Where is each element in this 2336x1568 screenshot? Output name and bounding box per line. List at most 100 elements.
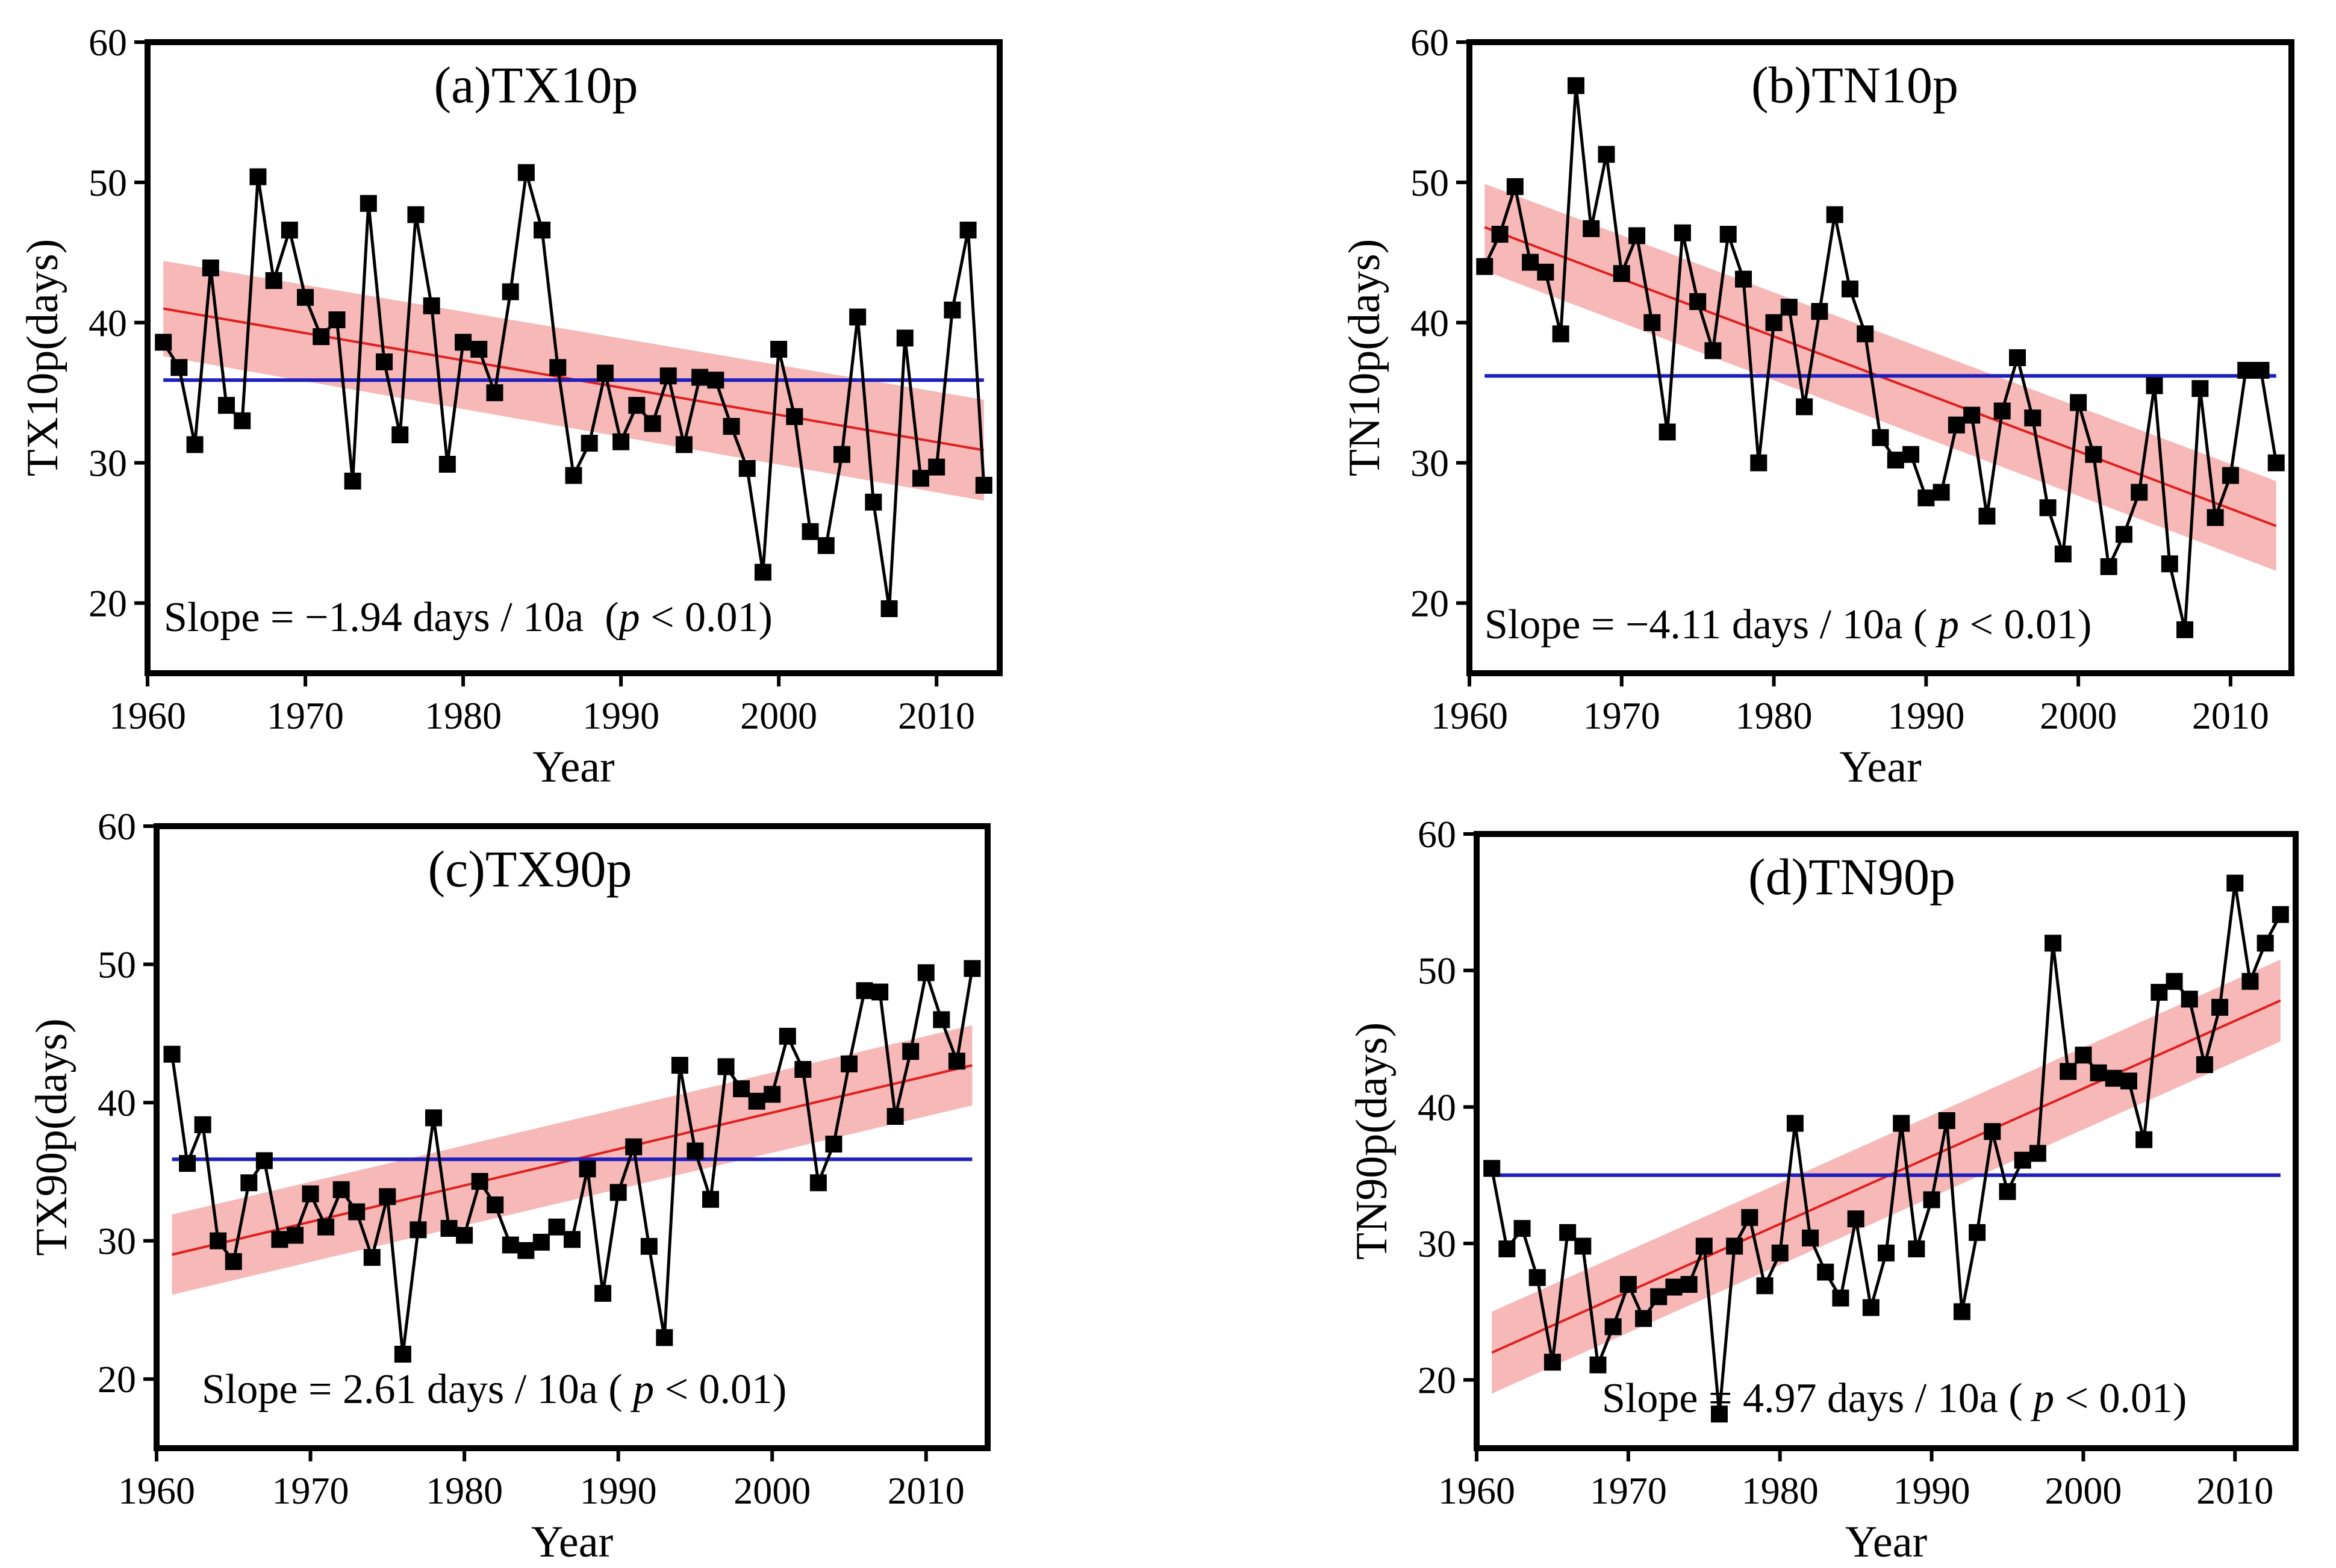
data-point xyxy=(1522,254,1539,271)
space xyxy=(416,1366,427,1413)
data-point xyxy=(656,1329,673,1346)
slope-value: 2.61 xyxy=(343,1366,417,1413)
slope-units: days / 10a xyxy=(413,594,584,641)
x-tick-label: 1990 xyxy=(582,694,659,737)
data-point xyxy=(912,470,929,487)
p-variable: p xyxy=(616,594,640,641)
data-point xyxy=(2070,394,2087,411)
slope-annotation: Slope = 2.61 days / 10a ( p < 0.01) xyxy=(202,1366,786,1413)
data-point xyxy=(880,600,898,617)
data-point xyxy=(1741,1209,1758,1226)
data-point xyxy=(2146,377,2163,394)
y-axis-title: TX90p(days) xyxy=(27,1018,76,1256)
x-tick-label: 1970 xyxy=(272,1469,349,1512)
data-point xyxy=(234,412,251,429)
data-point xyxy=(502,283,519,300)
data-point xyxy=(486,384,503,402)
data-point xyxy=(532,1233,550,1251)
y-tick-label: 60 xyxy=(1418,813,1456,856)
y-tick-label: 30 xyxy=(1418,1222,1456,1265)
data-point xyxy=(210,1232,227,1249)
data-point xyxy=(1978,508,1996,525)
data-point xyxy=(964,960,981,977)
data-point xyxy=(332,1181,350,1198)
x-tick-label: 1960 xyxy=(118,1469,195,1512)
data-point xyxy=(565,467,582,484)
data-point xyxy=(2191,380,2209,397)
data-point xyxy=(328,311,346,329)
data-point xyxy=(1832,1289,1849,1307)
x-tick-label: 2010 xyxy=(898,694,975,737)
data-point xyxy=(1574,1237,1592,1255)
p-variable: p xyxy=(2030,1375,2054,1422)
data-point xyxy=(1513,1220,1531,1237)
data-point xyxy=(1506,178,1524,195)
data-point xyxy=(1826,206,1843,223)
data-point xyxy=(1872,429,1889,446)
x-tick-label: 1960 xyxy=(1431,694,1508,737)
data-point xyxy=(360,194,377,212)
plot-frame xyxy=(1466,39,2294,676)
data-point xyxy=(612,433,630,450)
p-open: ( xyxy=(1998,1375,2033,1422)
y-tick-label: 50 xyxy=(98,944,136,986)
p-open: ( xyxy=(1903,602,1938,648)
data-point xyxy=(456,1227,473,1244)
panel-title: (d)TN90p xyxy=(1748,848,1955,906)
data-point xyxy=(770,341,788,358)
data-point xyxy=(438,455,456,473)
y-tick-label: 50 xyxy=(89,161,127,204)
p-variable: p xyxy=(630,1366,654,1413)
slope-units: days / 10a xyxy=(1827,1375,1998,1422)
data-point xyxy=(1999,1183,2016,1200)
data-point xyxy=(1786,1115,1804,1132)
data-point xyxy=(640,1237,658,1255)
data-point xyxy=(1635,1310,1652,1327)
data-point xyxy=(376,353,393,370)
data-point xyxy=(691,369,709,386)
x-tick-label: 2000 xyxy=(734,1469,811,1512)
data-point xyxy=(609,1184,627,1201)
data-point xyxy=(249,168,267,185)
panel-c: 1960 1970 1980 1990 2000 2010 20 30 40 50 60 (c)TX9… xyxy=(27,805,991,1567)
data-point xyxy=(659,367,677,385)
data-point xyxy=(2120,1072,2137,1090)
data-point xyxy=(2014,1151,2031,1169)
y-axis-title: TX10p(days) xyxy=(18,239,67,477)
data-point xyxy=(2207,509,2224,526)
data-point xyxy=(707,372,724,389)
data-point xyxy=(1719,226,1737,243)
y-tick-label: 40 xyxy=(98,1081,136,1124)
data-point xyxy=(1689,293,1707,310)
data-point xyxy=(1938,1112,1955,1129)
y-tick-label: 60 xyxy=(89,21,127,64)
data-point xyxy=(786,408,803,425)
data-point xyxy=(281,222,298,239)
x-axis-title: Year xyxy=(531,1517,613,1567)
data-point xyxy=(628,397,646,414)
y-tick-label: 50 xyxy=(1410,161,1449,204)
data-point xyxy=(179,1155,196,1172)
data-point xyxy=(410,1221,427,1239)
data-point xyxy=(2272,906,2289,923)
data-point xyxy=(170,359,188,376)
data-point xyxy=(779,1027,796,1045)
data-point xyxy=(487,1196,504,1213)
y-tick-label: 60 xyxy=(1410,21,1449,64)
data-point xyxy=(2100,558,2117,576)
data-point xyxy=(1476,258,1493,275)
data-point xyxy=(1659,423,1676,441)
data-point xyxy=(1862,1299,1880,1316)
data-point xyxy=(394,1345,411,1363)
data-point xyxy=(1735,270,1752,288)
data-point xyxy=(2176,621,2194,638)
y-tick-label: 60 xyxy=(98,805,136,848)
data-point xyxy=(944,301,961,319)
data-point xyxy=(1796,398,1813,415)
data-point xyxy=(1674,224,1691,241)
data-point xyxy=(2090,1064,2107,1081)
panel-title: (b)TN10p xyxy=(1751,56,1958,114)
x-tick-label: 1990 xyxy=(1887,694,1964,737)
x-tick-label: 1970 xyxy=(1590,1469,1667,1512)
y-axis-title: TN90p(days) xyxy=(1347,1022,1397,1260)
